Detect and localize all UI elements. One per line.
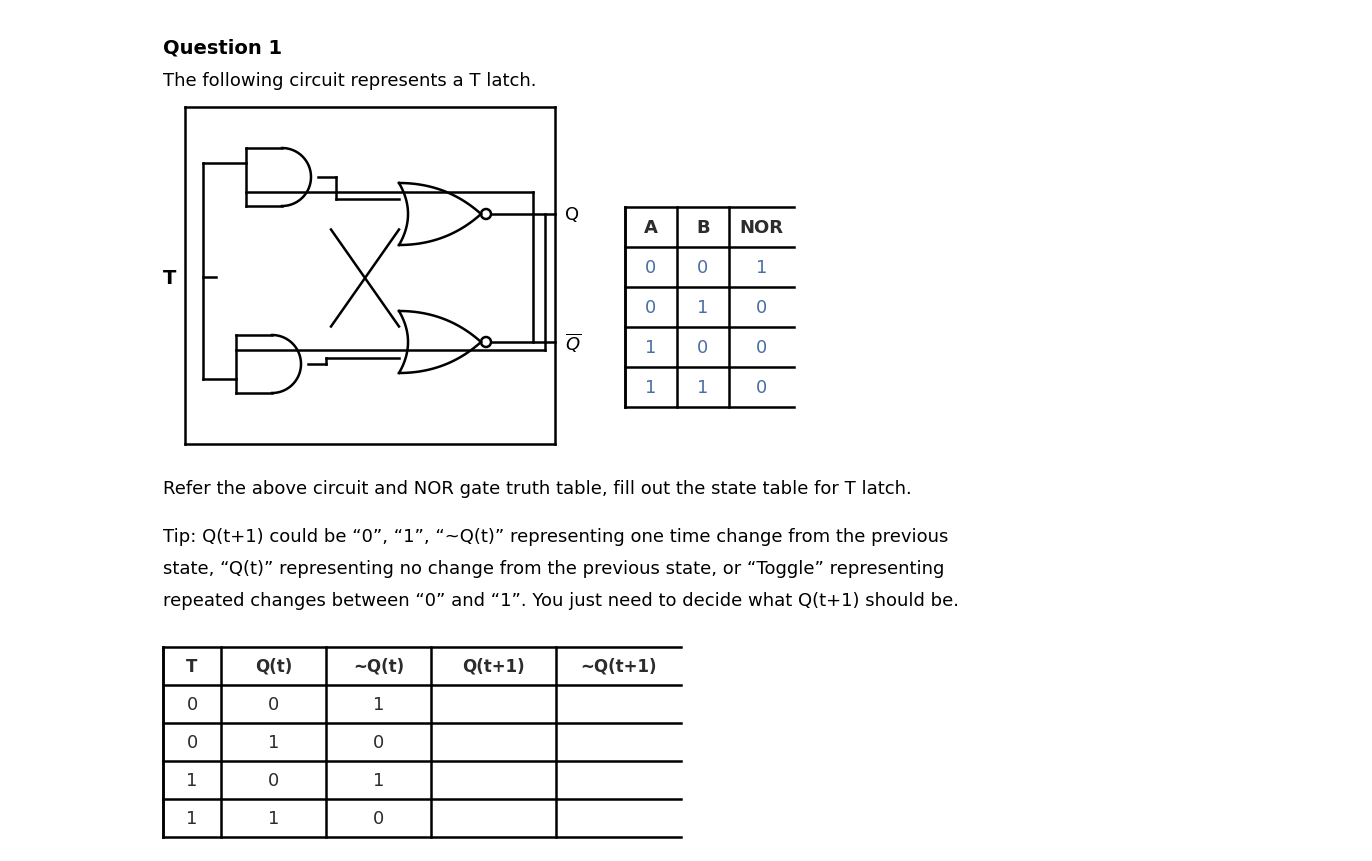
Text: 0: 0 <box>268 771 279 789</box>
Text: 1: 1 <box>645 379 657 397</box>
Text: T: T <box>187 657 198 675</box>
Text: 1: 1 <box>187 771 198 789</box>
Text: Question 1: Question 1 <box>163 38 283 57</box>
Text: 0: 0 <box>697 338 708 356</box>
Text: 1: 1 <box>373 771 384 789</box>
Text: A: A <box>643 219 659 237</box>
Text: 1: 1 <box>645 338 657 356</box>
Text: Q: Q <box>565 206 579 224</box>
Text: 1: 1 <box>697 379 709 397</box>
Text: Q(t+1): Q(t+1) <box>462 657 525 675</box>
Text: 0: 0 <box>697 258 708 276</box>
Text: Q(t): Q(t) <box>255 657 292 675</box>
Text: 0: 0 <box>645 258 657 276</box>
Text: repeated changes between “0” and “1”. You just need to decide what Q(t+1) should: repeated changes between “0” and “1”. Yo… <box>163 592 959 610</box>
Text: The following circuit represents a T latch.: The following circuit represents a T lat… <box>163 72 536 90</box>
Text: NOR: NOR <box>740 219 783 237</box>
Text: 0: 0 <box>756 338 767 356</box>
Text: 0: 0 <box>756 299 767 317</box>
Text: 0: 0 <box>373 809 384 827</box>
Text: $\overline{Q}$: $\overline{Q}$ <box>565 331 582 354</box>
Text: 1: 1 <box>373 695 384 713</box>
Text: 0: 0 <box>268 695 279 713</box>
Text: T: T <box>163 268 177 288</box>
Text: 0: 0 <box>756 379 767 397</box>
Text: 1: 1 <box>697 299 709 317</box>
Text: Refer the above circuit and NOR gate truth table, fill out the state table for T: Refer the above circuit and NOR gate tru… <box>163 480 912 498</box>
Text: 0: 0 <box>645 299 657 317</box>
Text: 1: 1 <box>187 809 198 827</box>
Text: 0: 0 <box>187 734 198 751</box>
Text: ~Q(t+1): ~Q(t+1) <box>580 657 657 675</box>
Text: 1: 1 <box>756 258 767 276</box>
Text: 0: 0 <box>373 734 384 751</box>
Text: state, “Q(t)” representing no change from the previous state, or “Toggle” repres: state, “Q(t)” representing no change fro… <box>163 560 944 578</box>
Text: ~Q(t): ~Q(t) <box>353 657 405 675</box>
Text: Tip: Q(t+1) could be “0”, “1”, “~Q(t)” representing one time change from the pre: Tip: Q(t+1) could be “0”, “1”, “~Q(t)” r… <box>163 528 948 545</box>
Text: 1: 1 <box>268 809 279 827</box>
Text: 0: 0 <box>187 695 198 713</box>
Text: 1: 1 <box>268 734 279 751</box>
Text: B: B <box>696 219 709 237</box>
